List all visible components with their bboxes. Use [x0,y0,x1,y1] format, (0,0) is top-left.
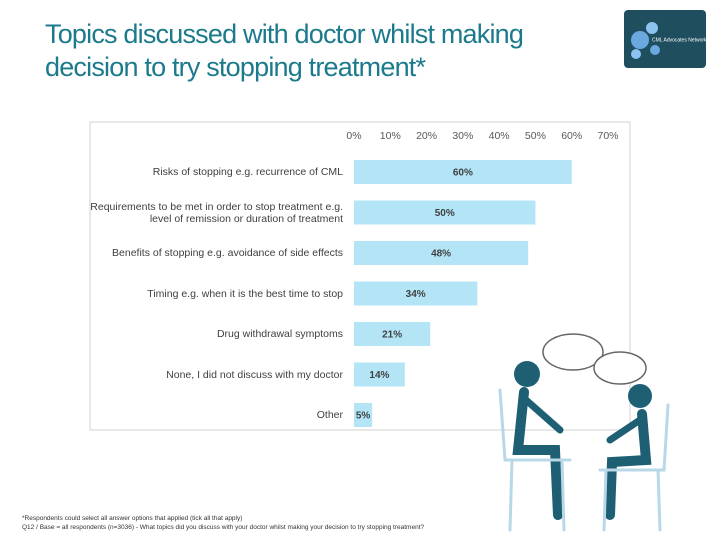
logo-text: CML Advocates Network [652,37,707,43]
value-label: 14% [369,370,389,381]
x-tick-label: 0% [346,130,361,142]
value-label: 34% [406,289,426,300]
category-label: Timing e.g. when it is the best time to … [147,287,343,300]
x-tick-label: 10% [380,130,401,142]
footnote: *Respondents could select all answer opt… [22,515,243,522]
bar [354,200,536,225]
category-label: Requirements to be met in order to stop … [90,200,343,225]
value-label: 60% [453,168,473,179]
bar [354,241,529,265]
x-tick-label: 30% [452,130,473,142]
value-label: 5% [356,411,371,422]
x-tick-label: 40% [489,130,510,142]
logo: CML Advocates Network [624,10,707,68]
category-label: Drug withdrawal symptoms [216,328,343,340]
category-label: Risks of stopping e.g. recurrence of CML [152,166,343,178]
category-label: Other [316,409,343,421]
value-label: 21% [382,330,402,341]
value-label: 48% [431,249,451,260]
bar [354,322,431,346]
x-tick-label: 70% [597,130,618,142]
bar [354,403,373,427]
category-label: None, I did not discuss with my doctor [166,368,343,381]
slide-title: Topics discussed with doctor whilst maki… [45,19,524,82]
x-tick-label: 50% [525,130,546,142]
bar [354,160,572,184]
x-tick-label: 20% [416,130,437,142]
illustration [498,333,670,532]
bar [354,281,478,306]
category-label: Benefits of stopping e.g. avoidance of s… [112,247,343,259]
footnote: Q12 / Base = all respondents (n=3036) - … [22,524,425,531]
plot-frame [89,121,631,431]
value-label: 50% [435,208,455,219]
x-tick-label: 60% [561,130,582,142]
bar [354,362,405,387]
